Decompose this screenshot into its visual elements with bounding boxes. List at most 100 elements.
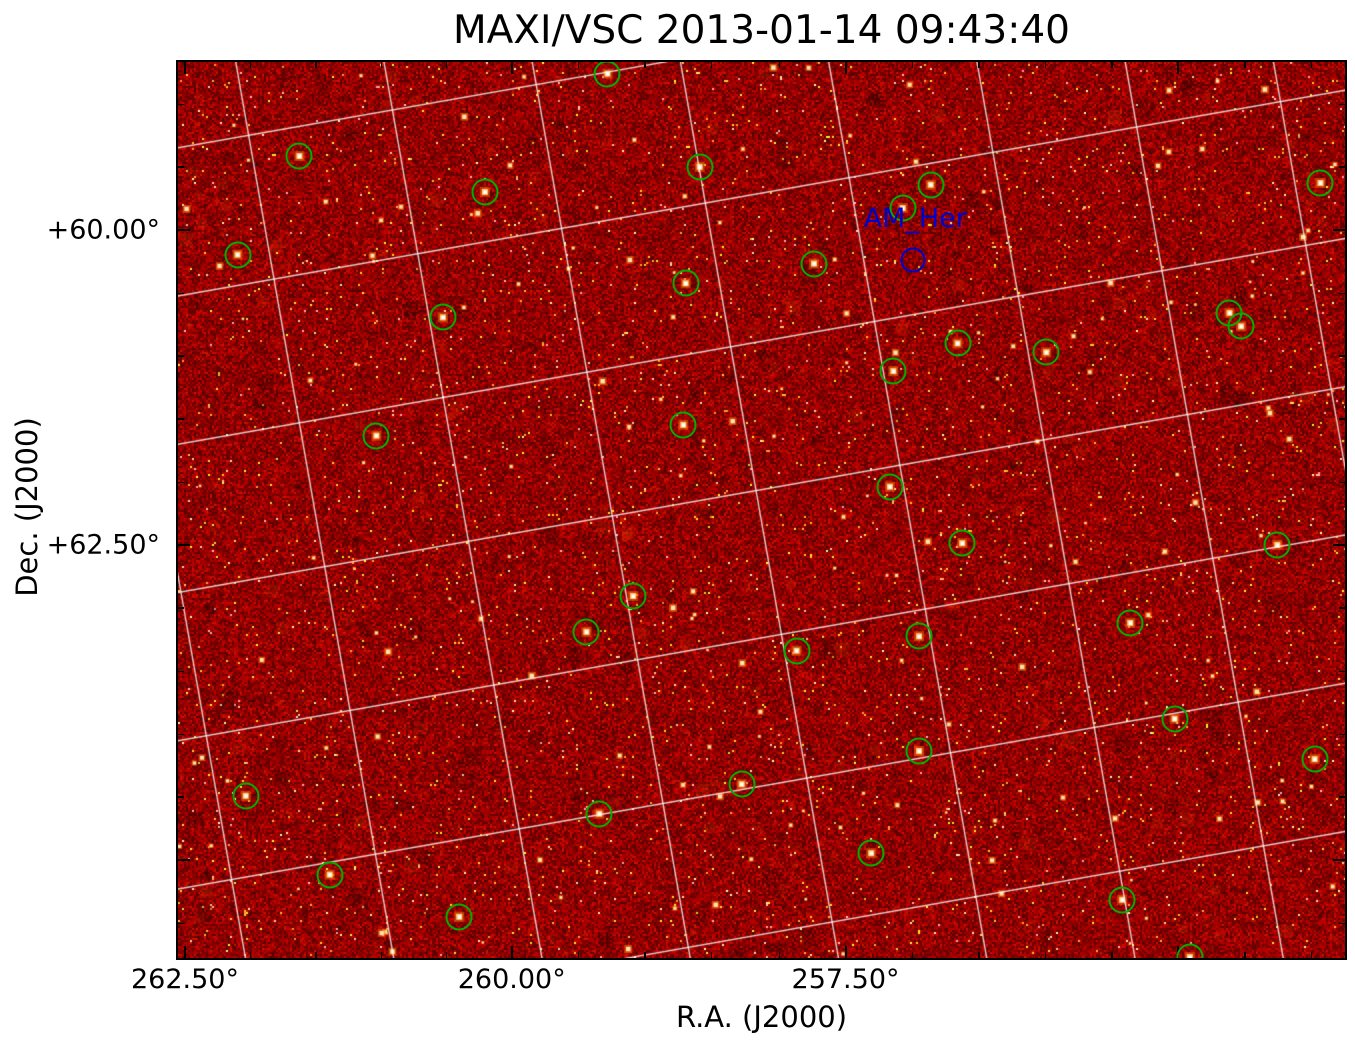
tick-mark — [911, 62, 914, 68]
tick-mark — [1339, 796, 1345, 798]
source-markers-layer — [178, 62, 1345, 958]
source-circle — [1263, 531, 1291, 559]
tick-mark — [1339, 670, 1345, 673]
x-tick-label-0: 262.50° — [131, 964, 239, 995]
tick-mark — [1333, 859, 1345, 862]
tick-mark — [1111, 62, 1113, 68]
tick-mark — [710, 952, 713, 958]
am-her-label: AM_Her — [863, 203, 967, 235]
source-circle — [1032, 338, 1060, 366]
tick-mark — [178, 418, 184, 420]
source-circle — [889, 194, 917, 222]
tick-mark — [644, 62, 646, 68]
tick-mark — [178, 103, 184, 106]
tick-mark — [445, 952, 448, 958]
source-circle — [619, 582, 647, 610]
tick-mark — [1044, 952, 1047, 958]
source-circle — [905, 737, 933, 765]
tick-mark — [1244, 952, 1246, 958]
tick-mark — [1339, 418, 1345, 420]
y-tick-label-1: +62.50° — [46, 529, 160, 561]
tick-mark — [184, 62, 186, 74]
tick-mark — [1339, 607, 1345, 609]
tick-mark — [380, 952, 383, 958]
tick-mark — [315, 952, 317, 958]
source-circle — [1306, 169, 1334, 197]
tick-mark — [978, 62, 980, 68]
source-circle — [1301, 745, 1329, 773]
tick-mark — [1111, 952, 1113, 958]
tick-mark — [644, 952, 646, 958]
tick-mark — [778, 952, 780, 958]
source-circle — [728, 770, 756, 798]
tick-mark — [1339, 166, 1345, 168]
sky-image-plot: AM_Her — [176, 60, 1347, 960]
tick-mark — [178, 543, 190, 546]
tick-mark — [178, 796, 184, 798]
source-circle — [1108, 886, 1136, 914]
tick-mark — [710, 62, 713, 68]
source-circle — [1227, 312, 1255, 340]
tick-mark — [249, 952, 252, 958]
source-circle — [316, 861, 344, 889]
tick-mark — [178, 859, 190, 862]
am-her-circle — [900, 247, 926, 273]
tick-mark — [178, 481, 184, 484]
tick-mark — [1177, 62, 1180, 74]
source-circle — [948, 529, 976, 557]
source-circle — [572, 618, 600, 646]
source-circle — [593, 62, 621, 88]
y-axis-label: Dec. (J2000) — [10, 417, 44, 597]
x-axis-label: R.A. (J2000) — [675, 1000, 848, 1034]
source-circle — [429, 303, 457, 331]
source-circle — [783, 637, 810, 665]
tick-mark — [1244, 62, 1246, 68]
tick-mark — [184, 946, 186, 958]
tick-mark — [911, 952, 914, 958]
source-circle — [224, 241, 252, 269]
source-circle — [285, 142, 313, 170]
x-tick-label-1: 260.00° — [457, 964, 566, 995]
source-circle — [1116, 609, 1144, 637]
tick-mark — [577, 952, 580, 958]
tick-mark — [178, 670, 184, 673]
source-circle — [800, 250, 828, 278]
tick-mark — [510, 946, 513, 958]
source-circle — [1176, 943, 1204, 958]
y-tick-label-0: +60.00° — [46, 214, 160, 246]
source-circle — [857, 839, 885, 867]
tick-mark — [178, 166, 184, 168]
tick-mark — [1339, 292, 1345, 295]
tick-mark — [1339, 355, 1345, 357]
tick-mark — [1044, 62, 1047, 68]
source-circle — [876, 473, 904, 501]
source-circle — [917, 171, 945, 199]
tick-mark — [178, 922, 184, 925]
x-tick-label-2: 257.50° — [791, 964, 900, 995]
source-circle — [672, 269, 700, 297]
tick-mark — [178, 229, 190, 231]
source-circle — [445, 903, 473, 931]
tick-mark — [178, 607, 184, 609]
tick-mark — [178, 355, 184, 357]
tick-mark — [510, 62, 513, 74]
tick-mark — [1339, 922, 1345, 925]
source-circle — [1161, 705, 1189, 733]
tick-mark — [1310, 952, 1313, 958]
source-circle — [686, 153, 714, 181]
tick-mark — [315, 62, 317, 68]
source-circle — [471, 178, 499, 206]
tick-mark — [844, 946, 847, 958]
tick-mark — [445, 62, 448, 68]
tick-mark — [577, 62, 580, 68]
figure-title: MAXI/VSC 2013-01-14 09:43:40 — [453, 8, 1070, 53]
tick-mark — [380, 62, 383, 68]
tick-mark — [178, 292, 184, 295]
tick-mark — [978, 952, 980, 958]
tick-mark — [1339, 733, 1345, 735]
source-circle — [879, 357, 907, 385]
tick-mark — [1333, 229, 1345, 231]
tick-mark — [249, 62, 252, 68]
tick-mark — [1333, 543, 1345, 546]
